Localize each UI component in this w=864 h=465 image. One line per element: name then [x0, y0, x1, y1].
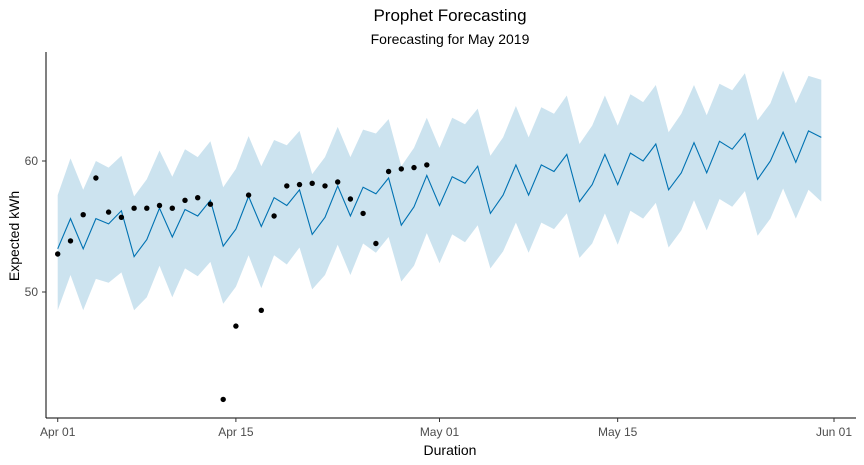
- actual-point: [67, 238, 74, 244]
- x-tick-label: Apr 01: [40, 425, 76, 439]
- actual-point: [207, 201, 214, 207]
- actual-point: [169, 205, 175, 211]
- actual-point: [195, 195, 201, 201]
- chart-subtitle: Forecasting for May 2019: [370, 31, 530, 47]
- actual-point: [80, 212, 86, 218]
- actual-point: [182, 197, 188, 203]
- actual-point: [296, 181, 303, 188]
- x-tick-label: May 01: [420, 425, 460, 439]
- uncertainty-band: [57, 70, 822, 311]
- x-tick-label: Apr 15: [218, 425, 254, 439]
- actual-point: [335, 179, 341, 185]
- x-tick-label: Jun 01: [816, 425, 852, 439]
- chart-title: Prophet Forecasting: [373, 6, 527, 25]
- actual-point: [309, 180, 315, 186]
- y-axis-title: Expected kWh: [6, 191, 22, 281]
- actual-point: [424, 162, 430, 168]
- actual-point: [284, 183, 290, 189]
- actual-point: [373, 240, 379, 247]
- actual-point: [360, 210, 366, 217]
- actual-point: [385, 168, 392, 175]
- actual-point: [398, 166, 404, 172]
- actual-point: [118, 214, 125, 220]
- actual-point: [105, 209, 112, 215]
- actual-point: [131, 205, 137, 211]
- actual-point: [411, 164, 417, 171]
- actual-point: [233, 323, 239, 329]
- actual-point: [93, 175, 99, 181]
- actual-point: [258, 307, 264, 313]
- actual-point: [271, 213, 277, 219]
- actual-point: [144, 205, 150, 211]
- y-tick-label: 60: [25, 154, 39, 168]
- forecast-line: [57, 130, 822, 258]
- actual-point: [55, 251, 61, 257]
- y-tick-label: 50: [25, 285, 39, 299]
- actual-point: [156, 202, 163, 209]
- x-axis-title: Duration: [424, 442, 477, 458]
- x-tick-label: May 15: [598, 425, 638, 439]
- actual-point: [245, 192, 252, 198]
- actual-point: [220, 396, 226, 403]
- actual-point: [322, 183, 328, 189]
- actual-point: [347, 196, 354, 202]
